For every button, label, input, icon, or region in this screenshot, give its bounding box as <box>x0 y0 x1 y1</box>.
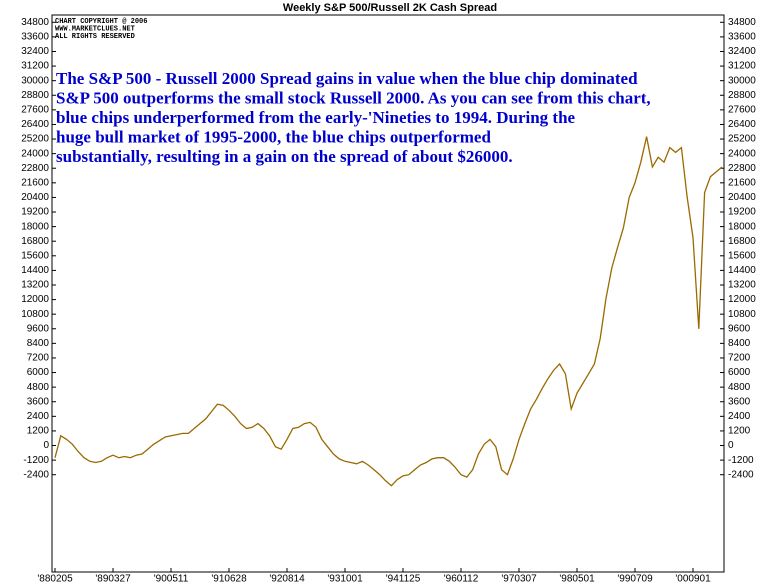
y-tick-label-right: 1200 <box>728 426 751 437</box>
y-tick-label-right: 27600 <box>728 105 756 116</box>
y-tick-label: 28800 <box>21 90 49 101</box>
y-tick-label-right: 7200 <box>728 353 751 364</box>
y-tick-label-right: 30000 <box>728 75 756 86</box>
y-tick-label-right: 12000 <box>728 294 756 305</box>
y-tick-label: 12000 <box>21 294 49 305</box>
y-tick-label: 2400 <box>27 411 50 422</box>
y-tick-label-right: 20400 <box>728 192 756 203</box>
y-tick-label-right: 32400 <box>728 46 756 57</box>
x-tick-label: '910628 <box>211 574 247 584</box>
y-tick-label-right: 2400 <box>728 411 751 422</box>
y-tick-label-right: 15600 <box>728 250 756 261</box>
annotation: The S&P 500 - Russell 2000 Spread gains … <box>56 69 638 88</box>
y-tick-label: 1200 <box>27 426 50 437</box>
y-tick-label: 31200 <box>21 61 49 72</box>
annotation: S&P 500 outperforms the small stock Russ… <box>56 88 651 107</box>
y-tick-label-right: 18000 <box>728 221 756 232</box>
y-tick-label: 25200 <box>21 134 49 145</box>
annotation: huge bull market of 1995-2000, the blue … <box>56 127 491 146</box>
x-tick-label: '980501 <box>559 574 595 584</box>
y-tick-label-right: 9600 <box>728 323 751 334</box>
y-tick-label-right: 21600 <box>728 177 756 188</box>
y-tick-label-right: 0 <box>728 440 734 451</box>
y-tick-label: 33600 <box>21 32 49 43</box>
y-tick-label: 20400 <box>21 192 49 203</box>
y-tick-label-right: 6000 <box>728 367 751 378</box>
y-tick-label-right: 19200 <box>728 207 756 218</box>
y-tick-label: 15600 <box>21 250 49 261</box>
chart-title: Weekly S&P 500/Russell 2K Cash Spread <box>283 2 497 14</box>
y-tick-label: 9600 <box>27 323 50 334</box>
y-tick-label: 22800 <box>21 163 49 174</box>
y-tick-label: 10800 <box>21 309 49 320</box>
x-tick-label: '960112 <box>444 574 479 584</box>
y-tick-label-right: 8400 <box>728 338 751 349</box>
y-tick-label-right: 31200 <box>728 61 756 72</box>
y-tick-label: 8400 <box>27 338 50 349</box>
y-tick-label: 24000 <box>21 148 49 159</box>
annotation: substantially, resulting in a gain on th… <box>56 147 513 166</box>
y-tick-label: 32400 <box>21 46 49 57</box>
copyright: WWW.MARKETCLUES.NET <box>55 25 135 33</box>
copyright: ALL RIGHTS RESERVED <box>55 33 135 41</box>
y-tick-label: 27600 <box>21 105 49 116</box>
x-tick-label: '941125 <box>386 574 421 584</box>
y-tick-label: -1200 <box>23 455 49 466</box>
y-tick-label: 4800 <box>27 382 50 393</box>
y-tick-label-right: -2400 <box>728 469 754 480</box>
y-tick-label-right: 28800 <box>728 90 756 101</box>
y-tick-label: 6000 <box>27 367 50 378</box>
y-tick-label-right: 22800 <box>728 163 756 174</box>
y-tick-label-right: 26400 <box>728 119 756 130</box>
y-tick-label-right: -1200 <box>728 455 754 466</box>
copyright: CHART COPYRIGHT @ 2006 <box>55 18 147 26</box>
y-tick-label-right: 16800 <box>728 236 756 247</box>
y-tick-label: 16800 <box>21 236 49 247</box>
y-tick-label: 26400 <box>21 119 49 130</box>
y-tick-label-right: 24000 <box>728 148 756 159</box>
x-tick-label: '000901 <box>675 574 711 584</box>
x-tick-label: '970307 <box>501 574 537 584</box>
y-tick-label-right: 14400 <box>728 265 756 276</box>
x-tick-label: '920814 <box>269 574 305 584</box>
y-tick-label: 34800 <box>21 17 49 28</box>
y-tick-label: 3600 <box>27 396 50 407</box>
y-tick-label-right: 34800 <box>728 17 756 28</box>
y-tick-label: 14400 <box>21 265 49 276</box>
y-tick-label-right: 10800 <box>728 309 756 320</box>
y-tick-label-right: 33600 <box>728 32 756 43</box>
y-tick-label: 30000 <box>21 75 49 86</box>
x-tick-label: '880205 <box>37 574 73 584</box>
x-tick-label: '890327 <box>95 574 131 584</box>
y-tick-label-right: 13200 <box>728 280 756 291</box>
y-tick-label: 21600 <box>21 177 49 188</box>
data-line <box>54 136 723 487</box>
y-tick-label: 0 <box>43 440 49 451</box>
annotation: blue chips underperformed from the early… <box>56 108 576 127</box>
y-tick-label: -2400 <box>23 469 49 480</box>
y-tick-label-right: 25200 <box>728 134 756 145</box>
y-tick-label: 19200 <box>21 207 49 218</box>
y-tick-label-right: 4800 <box>728 382 751 393</box>
y-tick-label: 7200 <box>27 353 50 364</box>
x-tick-label: '900511 <box>154 574 189 584</box>
y-tick-label: 13200 <box>21 280 49 291</box>
x-tick-label: '990709 <box>617 574 653 584</box>
y-tick-label: 18000 <box>21 221 49 232</box>
y-tick-label-right: 3600 <box>728 396 751 407</box>
x-tick-label: '931001 <box>327 574 363 584</box>
plot-frame <box>51 14 725 573</box>
